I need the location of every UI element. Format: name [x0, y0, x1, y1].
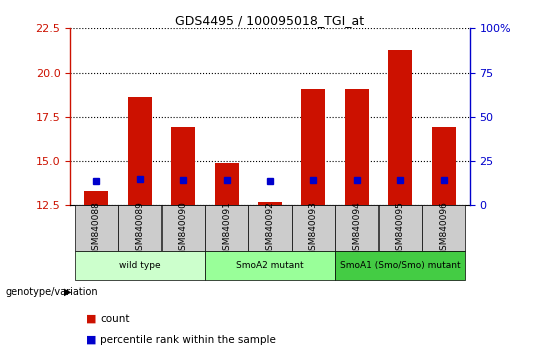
Bar [292, 205, 335, 251]
Text: GSM840090: GSM840090 [179, 201, 187, 256]
Text: SmoA2 mutant: SmoA2 mutant [236, 261, 304, 270]
Text: SmoA1 (Smo/Smo) mutant: SmoA1 (Smo/Smo) mutant [340, 261, 461, 270]
Bar [248, 205, 292, 251]
Bar [379, 205, 422, 251]
Text: wild type: wild type [119, 261, 160, 270]
Bar [75, 205, 118, 251]
Bar [258, 202, 282, 205]
Bar [214, 163, 239, 205]
Text: GSM840092: GSM840092 [266, 201, 274, 256]
Bar [388, 50, 412, 205]
Bar [335, 205, 379, 251]
Text: GSM840093: GSM840093 [309, 201, 318, 256]
Bar [205, 205, 248, 251]
Bar [128, 97, 152, 205]
Text: GSM840094: GSM840094 [353, 201, 361, 256]
Bar [432, 127, 456, 205]
Text: count: count [100, 314, 130, 324]
Title: GDS4495 / 100095018_TGI_at: GDS4495 / 100095018_TGI_at [176, 14, 364, 27]
Text: GSM840088: GSM840088 [92, 201, 101, 256]
Bar [205, 251, 335, 280]
Bar [335, 251, 465, 280]
Bar [422, 205, 465, 251]
Bar [171, 127, 195, 205]
Text: ▶: ▶ [64, 287, 71, 297]
Bar [161, 205, 205, 251]
Text: GSM840091: GSM840091 [222, 201, 231, 256]
Text: percentile rank within the sample: percentile rank within the sample [100, 335, 276, 345]
Text: ■: ■ [86, 335, 97, 345]
Bar [84, 191, 108, 205]
Text: ■: ■ [86, 314, 97, 324]
Text: GSM840096: GSM840096 [439, 201, 448, 256]
Text: GSM840095: GSM840095 [396, 201, 405, 256]
Bar [301, 88, 326, 205]
Text: GSM840089: GSM840089 [135, 201, 144, 256]
Text: genotype/variation: genotype/variation [5, 287, 98, 297]
Bar [118, 205, 161, 251]
Bar [345, 88, 369, 205]
Bar [75, 251, 205, 280]
